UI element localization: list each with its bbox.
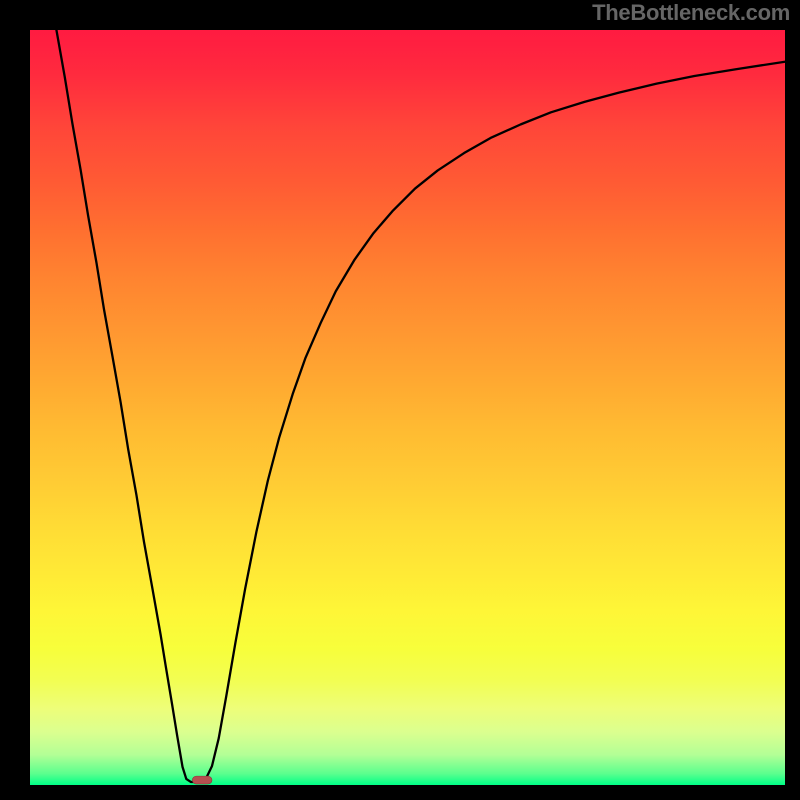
chart-page: { "watermark": { "text": "TheBottleneck.… [0, 0, 800, 800]
watermark-text: TheBottleneck.com [592, 0, 790, 26]
chart-plot-area [30, 30, 785, 785]
chart-svg [30, 30, 785, 785]
min-marker [192, 776, 212, 784]
chart-background [30, 30, 785, 785]
